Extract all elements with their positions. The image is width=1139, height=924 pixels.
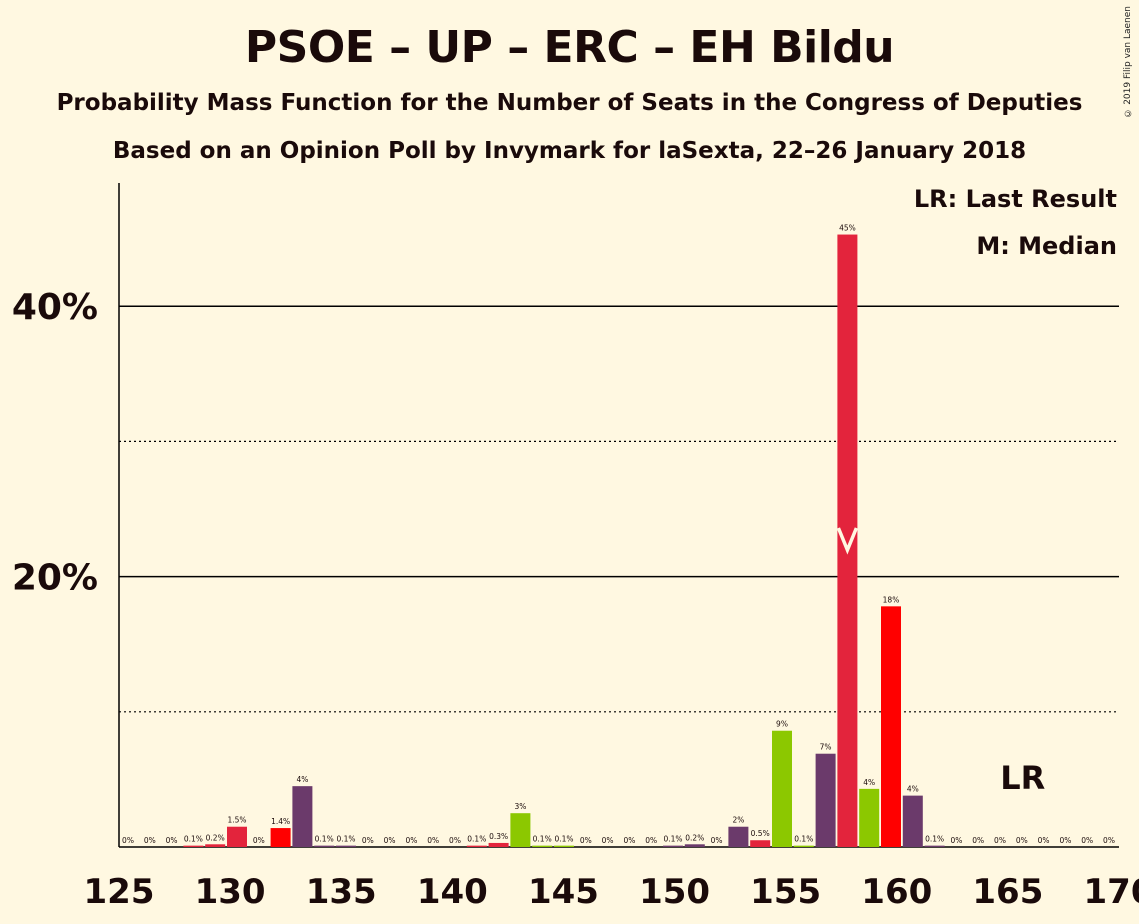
bar-seat-146 [554, 845, 574, 847]
bar-value-label: 4% [296, 775, 308, 784]
bar-value-label: 0.1% [663, 835, 682, 844]
bar-value-label: 0% [1059, 836, 1071, 845]
bar-value-label: 0% [144, 836, 156, 845]
bar-value-label: 1.4% [271, 817, 290, 826]
bar-seat-163 [924, 845, 945, 847]
bar-seat-155 [750, 840, 771, 847]
bar-seat-156 [772, 730, 792, 847]
bar-value-label: 0% [950, 836, 962, 845]
x-tick-label: 150 [639, 872, 710, 912]
bar-seat-162 [902, 795, 923, 847]
x-tick-label: 155 [750, 872, 821, 912]
bar-value-label: 0% [449, 836, 461, 845]
bar-value-label: 45% [839, 224, 856, 233]
bar-value-label: 4% [907, 785, 919, 794]
bar-value-label: 2% [732, 816, 744, 825]
bar-value-label: 0.1% [184, 835, 203, 844]
bar-value-label: 7% [820, 743, 832, 752]
bar-value-label: 0% [1038, 836, 1050, 845]
bar-value-label: 3% [514, 802, 526, 811]
x-tick-label: 160 [861, 872, 932, 912]
bar-value-label: 0% [711, 836, 723, 845]
bar-value-label: 18% [883, 595, 900, 604]
legend-last-result: LR: Last Result [913, 185, 1117, 213]
bar-seat-131 [227, 826, 247, 847]
bar-value-label: 0% [1016, 836, 1028, 845]
bar-value-label: 0% [972, 836, 984, 845]
bar-seat-144 [510, 813, 531, 847]
bar-value-label: 4% [863, 778, 875, 787]
bar-value-label: 0% [1081, 836, 1093, 845]
bar-seat-129 [183, 845, 204, 847]
bar-seat-145 [532, 845, 553, 847]
bar-value-label: 0.5% [751, 829, 770, 838]
bar-value-label: 0.1% [794, 835, 813, 844]
bar-value-label: 0.1% [554, 835, 573, 844]
bar-value-label: 1.5% [227, 816, 246, 825]
chart-title: PSOE – UP – ERC – EH Bildu [244, 22, 895, 73]
bar-value-label: 0% [362, 836, 374, 845]
bar-value-label: 0% [166, 836, 178, 845]
bar-value-label: 0.1% [925, 835, 944, 844]
x-tick-label: 170 [1084, 872, 1139, 912]
bar-value-label: 0.1% [336, 835, 355, 844]
bar-value-label: 0% [405, 836, 417, 845]
bar-value-label: 0% [580, 836, 592, 845]
bar-value-label: 0.1% [467, 835, 486, 844]
bar-value-label: 0% [1103, 836, 1115, 845]
bar-seat-152 [684, 844, 705, 847]
bar-seat-160 [859, 788, 880, 847]
legend-median: M: Median [976, 232, 1117, 260]
bar-seat-158 [815, 753, 836, 847]
chart-source-subtitle: Based on an Opinion Poll by Invymark for… [112, 138, 1027, 164]
chart-subtitle: Probability Mass Function for the Number… [56, 90, 1083, 116]
bar-value-label: 0% [253, 836, 265, 845]
bar-value-label: 0% [384, 836, 396, 845]
x-tick-label: 145 [528, 872, 599, 912]
bar-value-label: 0% [645, 836, 657, 845]
x-tick-label: 130 [195, 872, 266, 912]
bar-seat-134 [292, 786, 313, 847]
bar-value-label: 0.1% [533, 835, 552, 844]
y-tick-label: 20% [12, 558, 98, 599]
bar-value-label: 0% [427, 836, 439, 845]
median-marker [836, 527, 859, 555]
bar-seat-130 [205, 844, 226, 847]
bar-seat-133 [270, 828, 291, 847]
bar-value-label: 0.2% [206, 833, 225, 842]
x-tick-label: 140 [417, 872, 488, 912]
bar-value-label: 0% [623, 836, 635, 845]
bar-seat-161 [881, 606, 901, 847]
bar-value-label: 0% [602, 836, 614, 845]
bar-seat-143 [488, 842, 509, 847]
bar-seat-135 [314, 845, 335, 847]
bar-value-label: 0.2% [685, 833, 704, 842]
y-tick-label: 40% [12, 287, 98, 328]
last-result-label: LR [1000, 759, 1045, 797]
x-tick-label: 135 [306, 872, 377, 912]
bar-seat-157 [793, 845, 814, 847]
bar-value-label: 9% [776, 720, 788, 729]
x-tick-label: 125 [84, 872, 155, 912]
bar-value-label: 0.1% [315, 835, 334, 844]
bar-seat-151 [663, 845, 683, 847]
bar-seat-136 [336, 845, 356, 847]
bar-seat-159 [837, 234, 858, 847]
x-tick-label: 165 [972, 872, 1043, 912]
bar-value-label: 0% [994, 836, 1006, 845]
bar-seat-154 [728, 826, 749, 847]
bar-seat-142 [466, 845, 487, 847]
bar-value-label: 0.3% [489, 832, 508, 841]
bar-value-label: 0% [122, 836, 134, 845]
